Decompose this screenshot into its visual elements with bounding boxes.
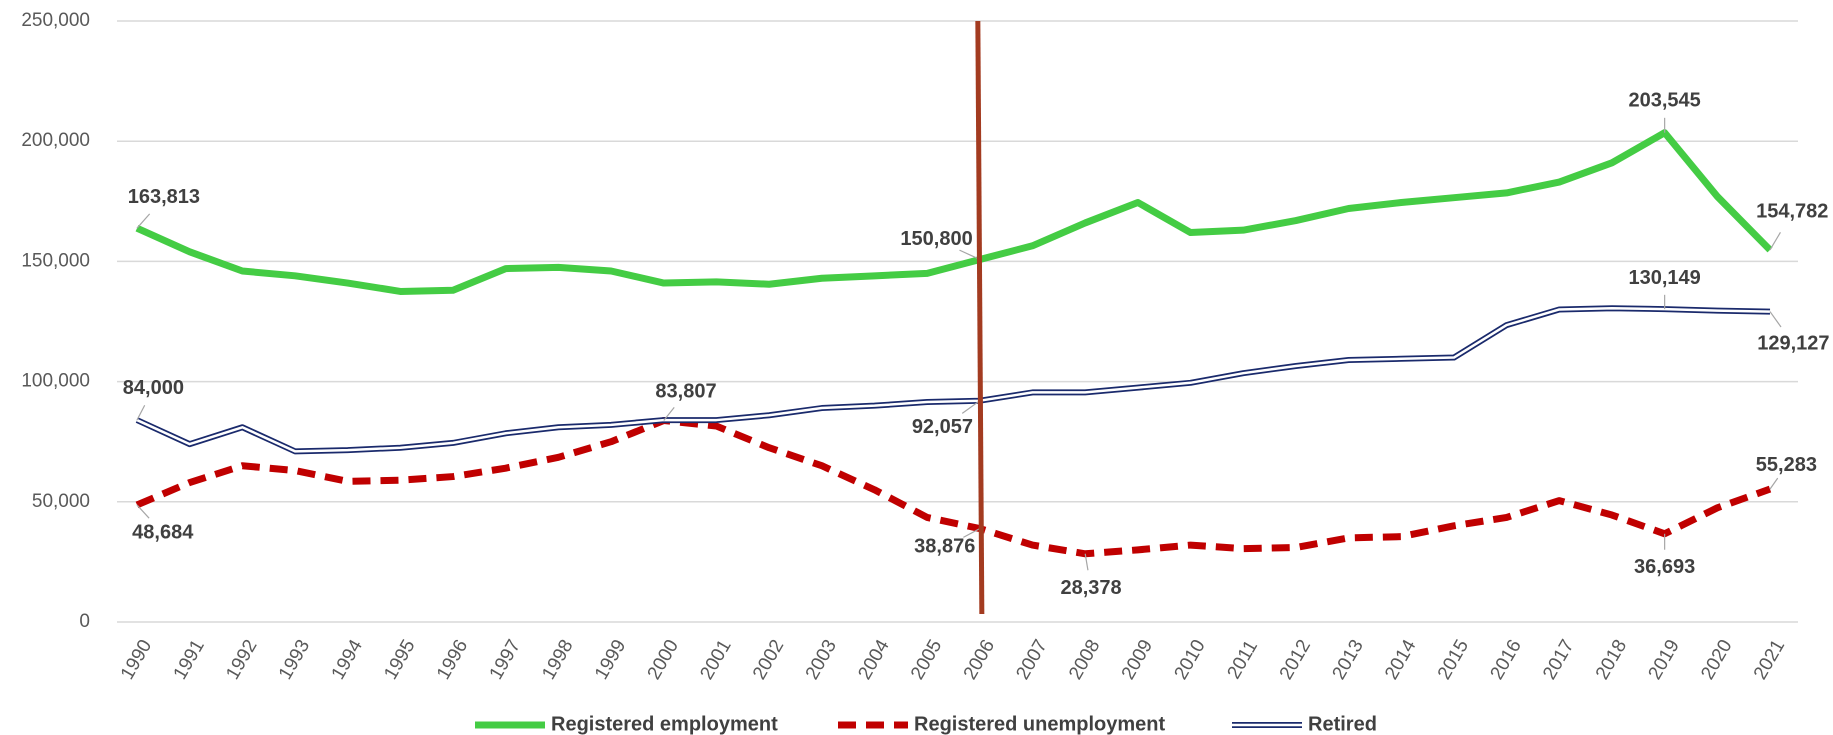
x-tick-label: 1993	[275, 636, 314, 683]
leader-line	[1769, 477, 1779, 490]
x-tick-label: 2020	[1697, 636, 1736, 683]
x-tick-label: 2005	[907, 636, 946, 683]
x-tick-label: 1991	[170, 636, 209, 683]
x-tick-label: 1992	[222, 636, 261, 683]
leader-line	[663, 406, 675, 421]
value-label: 203,545	[1628, 89, 1700, 111]
series-line	[135, 129, 1773, 295]
y-tick-label: 0	[79, 611, 90, 632]
value-label: 84,000	[123, 377, 184, 399]
x-tick-label: 2012	[1276, 636, 1315, 683]
x-tick-label: 2018	[1592, 636, 1631, 683]
y-tick-label: 250,000	[21, 10, 90, 31]
x-tick-label: 2003	[802, 636, 841, 683]
x-tick-label: 2002	[749, 636, 788, 683]
x-tick-label: 2021	[1750, 636, 1789, 683]
x-tick-label: 2013	[1328, 636, 1367, 683]
value-label: 48,684	[132, 521, 194, 543]
value-label: 83,807	[655, 381, 716, 403]
legend-label: Registered employment	[551, 713, 778, 735]
value-label: 154,782	[1756, 201, 1828, 223]
x-tick-label: 1990	[117, 636, 156, 683]
x-tick-label: 1996	[433, 636, 472, 683]
x-tick-label: 2019	[1645, 636, 1684, 683]
vertical-marker	[975, 20, 985, 615]
series-line	[135, 417, 1772, 558]
value-label: 130,149	[1628, 267, 1700, 289]
legend-label: Retired	[1308, 713, 1377, 735]
x-tick-label: 2009	[1118, 636, 1157, 683]
x-tick-label: 1995	[380, 636, 419, 683]
y-tick-label: 50,000	[32, 491, 90, 512]
value-label: 129,127	[1757, 333, 1829, 355]
x-tick-label: 2004	[854, 636, 894, 683]
series-line	[136, 307, 1771, 453]
x-tick-label: 2000	[644, 636, 683, 683]
leader-line	[136, 404, 146, 421]
leader-line	[959, 249, 981, 261]
x-tick-label: 2010	[1170, 636, 1209, 683]
x-tick-label: 2011	[1223, 637, 1262, 683]
leader-line	[961, 400, 981, 414]
y-tick-label: 200,000	[21, 130, 90, 151]
x-tick-label: 1999	[591, 636, 630, 683]
x-tick-label: 2014	[1381, 636, 1421, 683]
legend-label: Registered unemployment	[914, 713, 1166, 735]
value-label: 163,813	[128, 186, 200, 208]
value-label: 92,057	[912, 416, 973, 438]
x-tick-label: 1994	[328, 636, 368, 683]
x-tick-label: 2008	[1065, 636, 1104, 683]
x-tick-label: 2016	[1487, 636, 1526, 683]
leader-line	[963, 528, 981, 538]
leader-line	[136, 213, 151, 229]
leader-line	[1769, 231, 1781, 251]
value-label: 36,693	[1634, 556, 1695, 578]
x-tick-label: 2001	[696, 636, 735, 683]
x-tick-label: 1998	[538, 636, 577, 683]
x-tick-label: 2017	[1539, 636, 1578, 683]
value-label: 150,800	[900, 228, 972, 250]
value-label: 38,876	[914, 536, 975, 558]
x-tick-label: 2007	[1012, 636, 1051, 683]
y-tick-label: 150,000	[21, 250, 90, 271]
x-tick-label: 2015	[1434, 636, 1473, 683]
value-label: 28,378	[1060, 577, 1121, 599]
x-tick-label: 1997	[486, 636, 525, 683]
x-tick-label: 2006	[960, 636, 999, 683]
leader-line	[1769, 311, 1782, 328]
leader-line	[1084, 553, 1089, 571]
y-tick-label: 100,000	[21, 371, 90, 392]
leader-line	[136, 504, 150, 519]
value-label: 55,283	[1756, 454, 1817, 476]
